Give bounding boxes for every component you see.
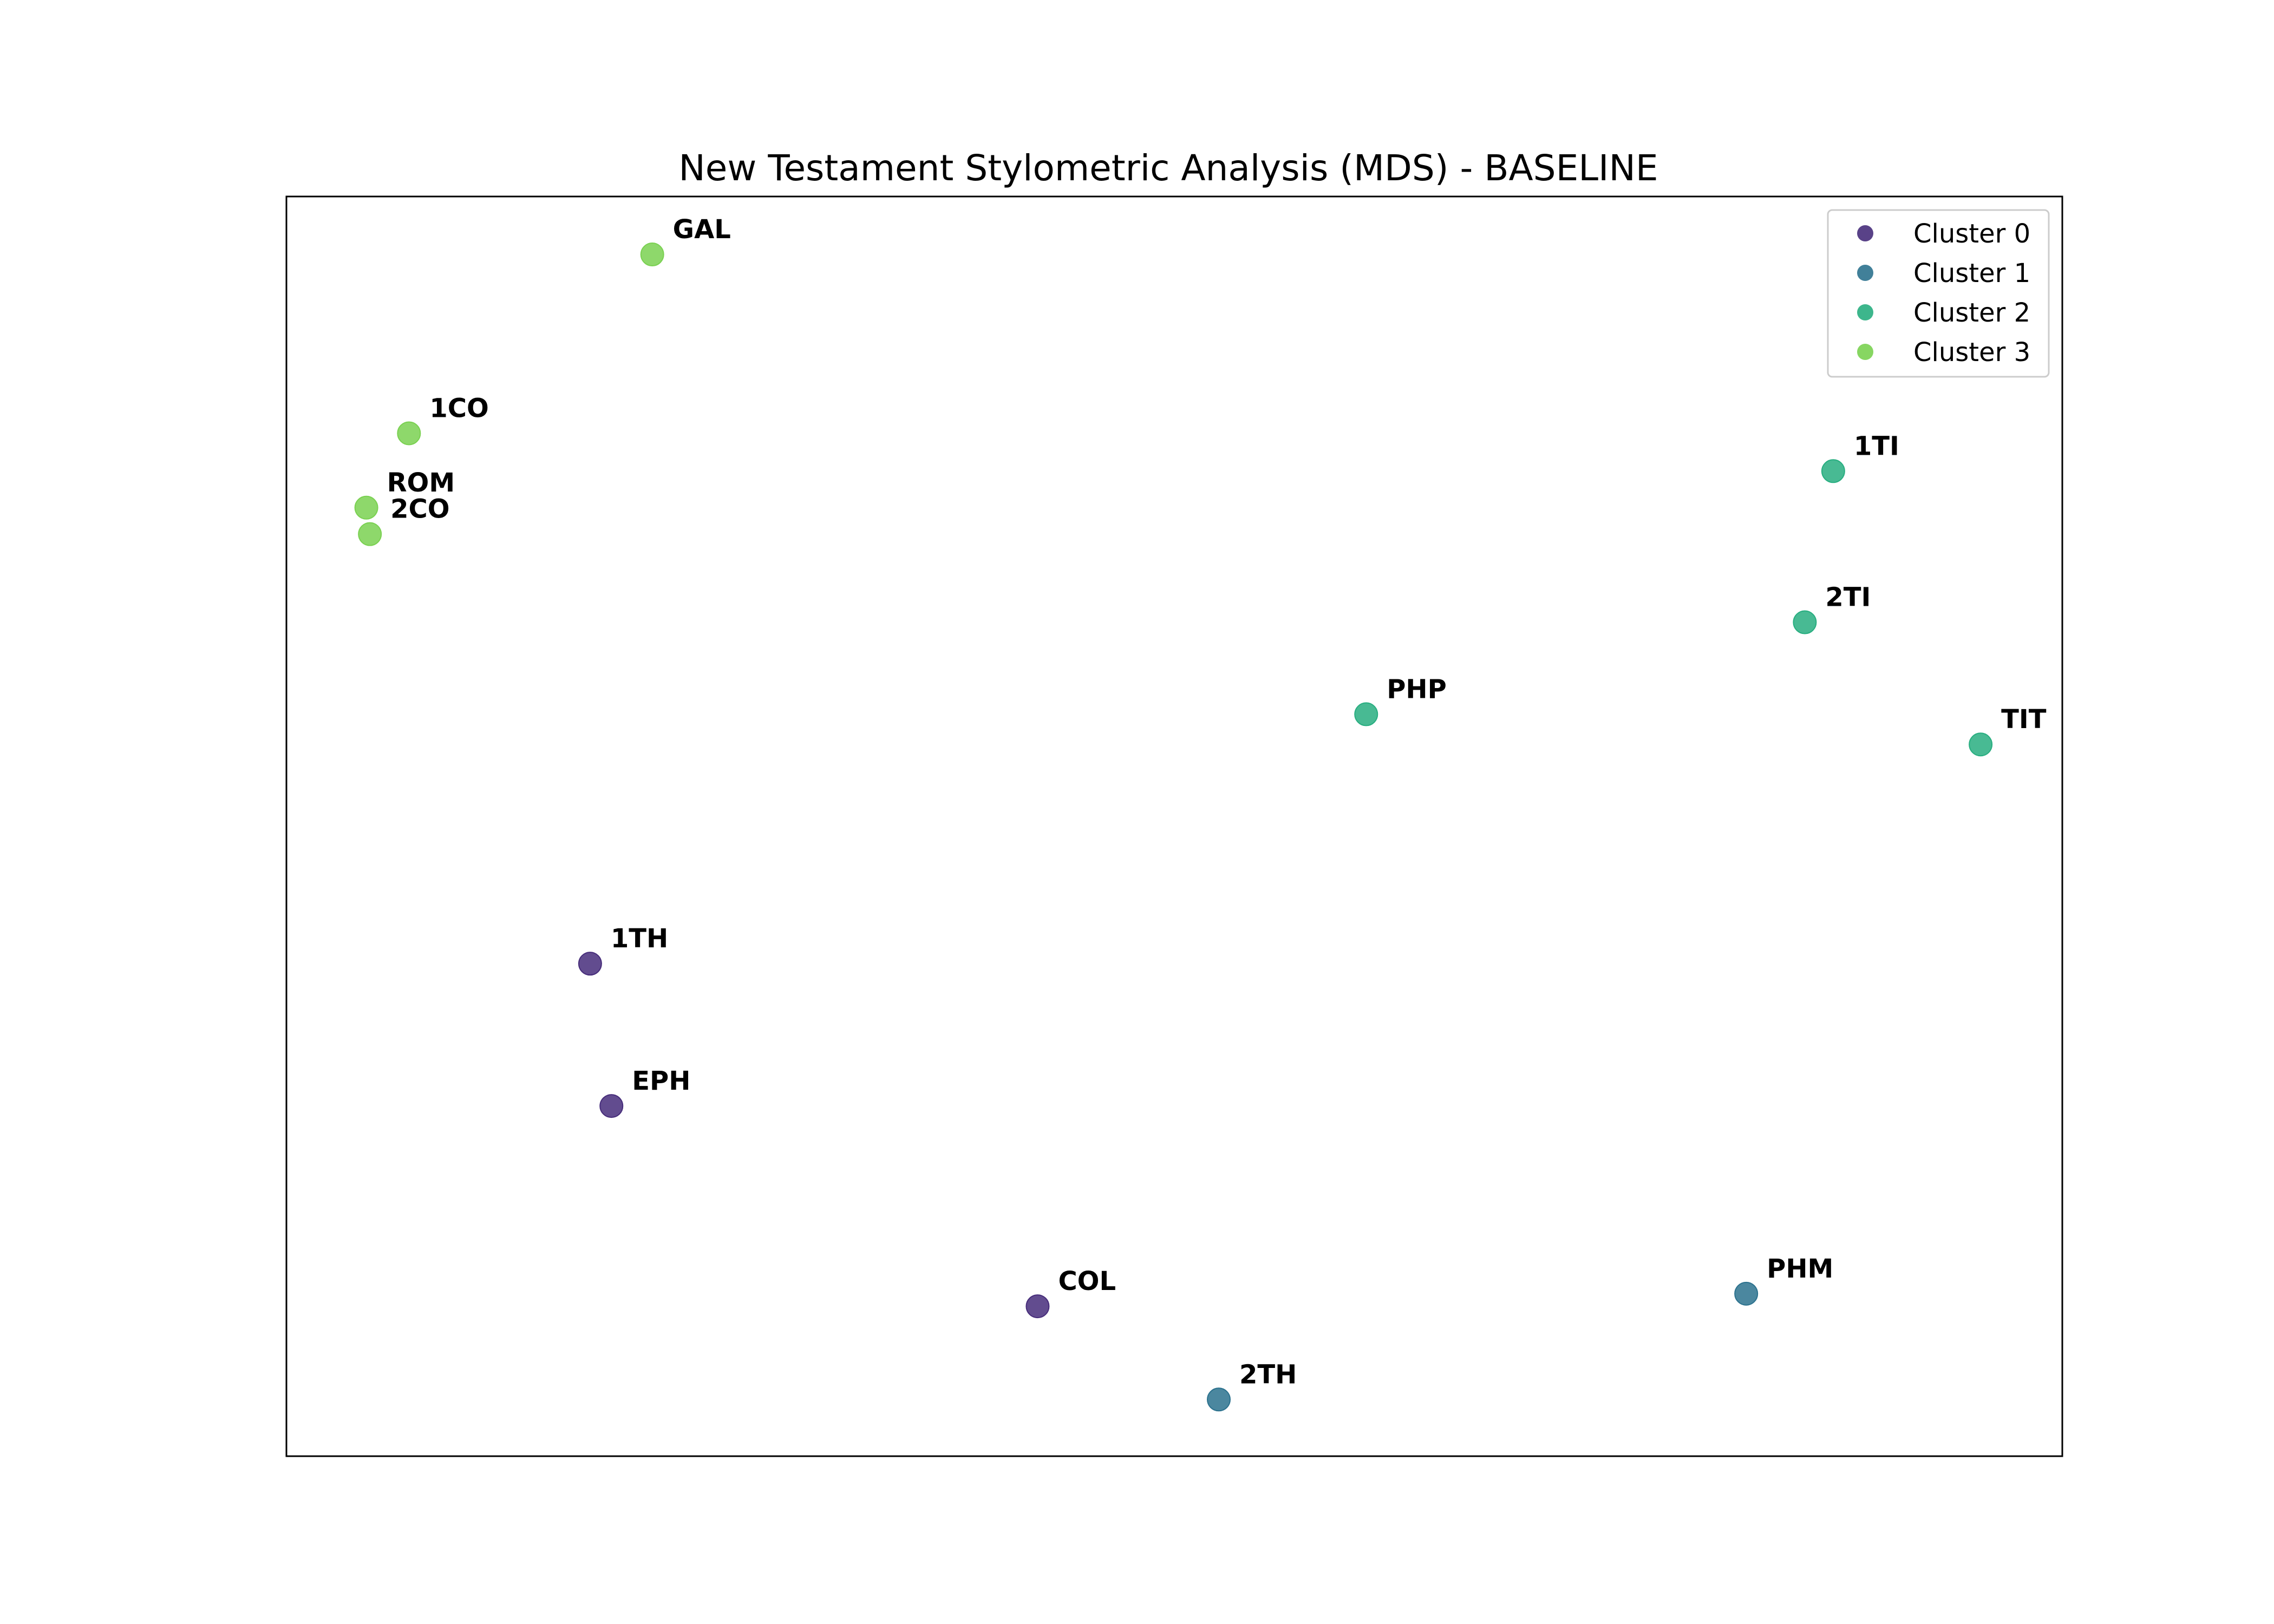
point-label-php: PHP — [1387, 674, 1447, 704]
point-label-1co: 1CO — [429, 393, 488, 423]
data-point-2th — [1207, 1387, 1231, 1412]
data-point-1co — [397, 421, 421, 446]
legend-label-cluster-2: Cluster 2 — [1913, 298, 2030, 328]
data-point-phm — [1734, 1281, 1759, 1306]
data-point-php — [1354, 702, 1378, 726]
data-point-1th — [578, 952, 602, 976]
data-point-tit — [1969, 732, 1993, 757]
legend-marker-cluster-0 — [1857, 225, 1873, 241]
point-label-tit: TIT — [2001, 704, 2047, 735]
chart-title: New Testament Stylometric Analysis (MDS)… — [678, 147, 1658, 189]
point-label-rom: ROM — [387, 468, 455, 498]
data-point-2ti — [1793, 610, 1817, 634]
legend-label-cluster-1: Cluster 1 — [1913, 258, 2030, 289]
point-label-2ti: 2TI — [1825, 582, 1871, 613]
data-point-rom — [354, 495, 378, 520]
legend: Cluster 0 Cluster 1 Cluster 2 Cluster 3 — [1827, 209, 2050, 378]
plot-area-frame — [285, 195, 2063, 1457]
data-point-col — [1025, 1294, 1050, 1319]
legend-label-cluster-3: Cluster 3 — [1913, 337, 2030, 368]
data-point-eph — [599, 1094, 624, 1118]
point-label-2th: 2TH — [1239, 1359, 1297, 1390]
data-point-1ti — [1821, 459, 1845, 483]
legend-label-cluster-0: Cluster 0 — [1913, 219, 2030, 249]
legend-marker-cluster-3 — [1857, 344, 1873, 360]
legend-marker-cluster-1 — [1857, 265, 1873, 281]
point-label-eph: EPH — [632, 1066, 690, 1096]
point-label-1ti: 1TI — [1854, 431, 1899, 461]
scatter-points — [354, 243, 1993, 1412]
legend-box — [1827, 209, 2050, 378]
point-label-2co: 2CO — [390, 494, 449, 525]
point-label-phm: PHM — [1767, 1254, 1833, 1284]
data-point-gal — [640, 243, 664, 267]
legend-marker-cluster-2 — [1857, 304, 1873, 320]
point-label-gal: GAL — [673, 214, 731, 245]
data-point-2co — [358, 522, 382, 546]
point-label-col: COL — [1058, 1266, 1116, 1296]
point-label-1th: 1TH — [611, 924, 668, 954]
